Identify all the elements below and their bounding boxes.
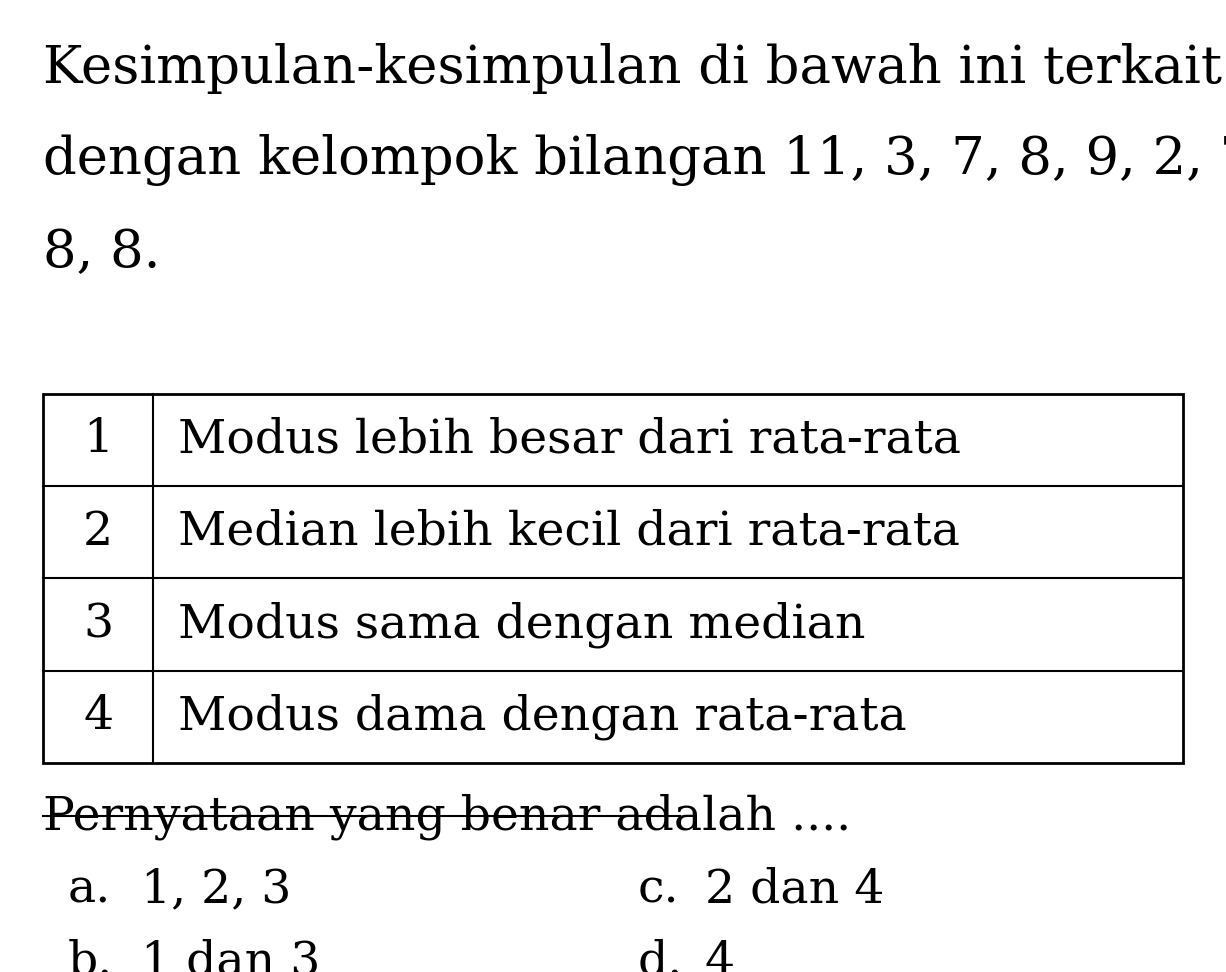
Text: 2: 2 — [83, 509, 113, 555]
Text: Modus dama dengan rata-rata: Modus dama dengan rata-rata — [178, 694, 906, 740]
Text: Kesimpulan-kesimpulan di bawah ini terkait: Kesimpulan-kesimpulan di bawah ini terka… — [43, 43, 1222, 93]
Text: 1, 2, 3: 1, 2, 3 — [141, 867, 292, 912]
Text: dengan kelompok bilangan 11, 3, 7, 8, 9, 2, 7,: dengan kelompok bilangan 11, 3, 7, 8, 9,… — [43, 134, 1226, 187]
Bar — [43, 394, 1183, 763]
Text: 1: 1 — [83, 417, 113, 463]
Text: 4: 4 — [83, 694, 113, 740]
Text: a.: a. — [67, 867, 110, 912]
Text: 8, 8.: 8, 8. — [43, 227, 161, 278]
Text: Modus lebih besar dari rata-rata: Modus lebih besar dari rata-rata — [178, 417, 961, 463]
Text: b.: b. — [67, 940, 113, 972]
Text: 4: 4 — [705, 940, 736, 972]
Text: d.: d. — [638, 940, 683, 972]
Text: Pernyataan yang benar adalah ....: Pernyataan yang benar adalah .... — [43, 793, 851, 840]
Text: c.: c. — [638, 867, 679, 912]
Text: 1 dan 3: 1 dan 3 — [141, 940, 320, 972]
Text: Modus sama dengan median: Modus sama dengan median — [178, 602, 866, 647]
Text: 2 dan 4: 2 dan 4 — [705, 867, 884, 912]
Text: Median lebih kecil dari rata-rata: Median lebih kecil dari rata-rata — [178, 509, 960, 555]
Text: 3: 3 — [83, 602, 113, 647]
